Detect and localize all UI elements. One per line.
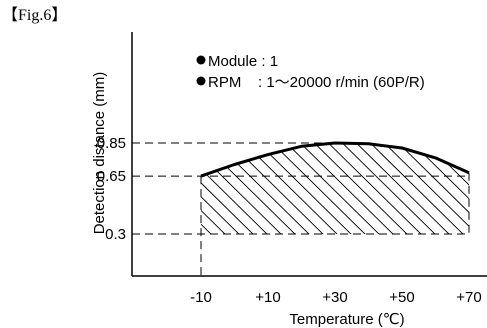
y-axis-label: Detection distance (mm) bbox=[91, 72, 108, 235]
hatch-line bbox=[206, 143, 328, 234]
legend-item-module: Module : 1 bbox=[208, 53, 278, 70]
hatch-line bbox=[416, 143, 469, 234]
x-axis-label: Temperature (℃) bbox=[289, 311, 404, 328]
hatch-line bbox=[360, 143, 469, 234]
hatch-line bbox=[201, 143, 244, 234]
hatch-line bbox=[388, 143, 469, 234]
hatch-line bbox=[318, 143, 440, 234]
hatch-line bbox=[276, 143, 398, 234]
legend-bullet-icon bbox=[196, 76, 206, 86]
hatch-line bbox=[473, 120, 487, 238]
hatch-line bbox=[201, 143, 272, 234]
y-tick-label: 0.3 bbox=[105, 226, 126, 243]
upper-curve-line bbox=[200, 141, 470, 178]
hatch-line bbox=[201, 143, 286, 234]
y-tick-label: 0.65 bbox=[97, 168, 126, 185]
hatch-line bbox=[262, 143, 384, 234]
hatch-fill bbox=[201, 120, 487, 238]
legend: Module : 1 RPM : 1～20000 r/min (60P/R) bbox=[196, 53, 425, 91]
hatch-line bbox=[346, 143, 468, 234]
hatch-line bbox=[234, 143, 356, 234]
hatch-line bbox=[332, 143, 454, 234]
hatch-line bbox=[374, 143, 469, 234]
hatch-line bbox=[201, 143, 314, 234]
hatch-line bbox=[402, 143, 469, 234]
hatch-line bbox=[220, 143, 342, 234]
x-tick-label: +30 bbox=[322, 289, 347, 306]
hatch-line bbox=[304, 143, 426, 234]
x-tick-label: +10 bbox=[255, 289, 280, 306]
y-tick-label: 0.85 bbox=[97, 135, 126, 152]
hatch-line bbox=[201, 143, 258, 234]
hatch-line bbox=[248, 143, 370, 234]
legend-bullet-icon bbox=[196, 55, 206, 65]
hatch-line bbox=[430, 143, 469, 234]
hatch-line bbox=[201, 143, 230, 234]
hatch-line bbox=[290, 143, 412, 234]
x-tick-label: -10 bbox=[190, 289, 212, 306]
x-tick-label: +70 bbox=[456, 289, 481, 306]
hatch-line bbox=[201, 143, 300, 234]
figure-label: 【Fig.6】 bbox=[2, 7, 67, 24]
axes bbox=[131, 32, 487, 277]
legend-item-rpm: RPM : 1～20000 r/min (60P/R) bbox=[208, 74, 425, 91]
hatch-line bbox=[444, 143, 469, 234]
x-tick-label: +50 bbox=[389, 289, 414, 306]
